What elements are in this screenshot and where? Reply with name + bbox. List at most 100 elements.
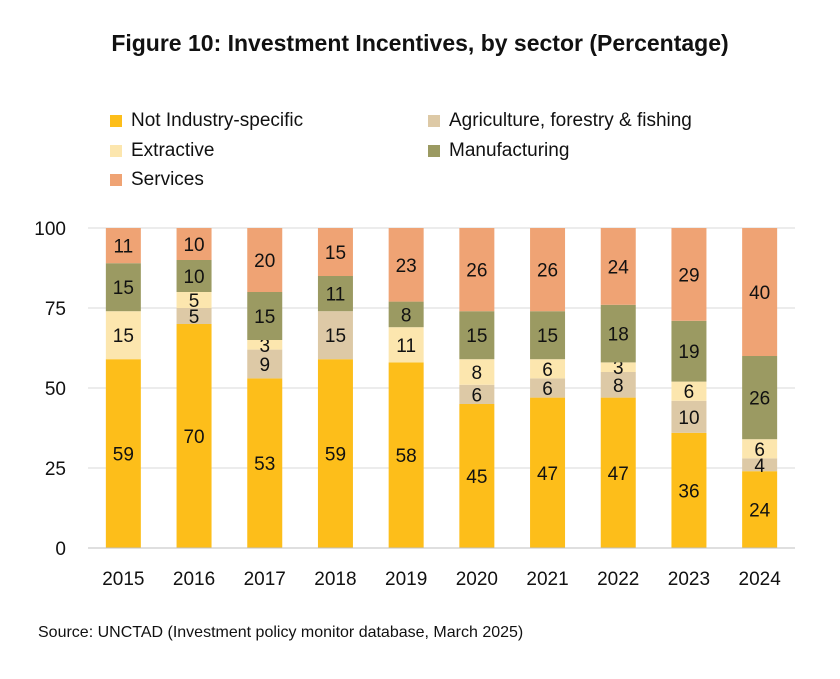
data-label: 8 bbox=[472, 363, 483, 384]
bar-segment bbox=[671, 432, 707, 548]
data-label: 5 bbox=[189, 291, 200, 312]
bar-segment bbox=[530, 359, 566, 379]
data-label: 53 bbox=[254, 454, 275, 475]
data-label: 23 bbox=[396, 256, 417, 277]
data-label: 47 bbox=[537, 464, 558, 485]
x-tick-label: 2016 bbox=[173, 569, 215, 590]
legend-label: Not Industry-specific bbox=[131, 110, 304, 131]
legend-swatch bbox=[428, 145, 440, 157]
data-label: 40 bbox=[749, 283, 770, 304]
data-label: 10 bbox=[183, 235, 204, 256]
bar-segment bbox=[459, 228, 495, 312]
data-label: 26 bbox=[537, 261, 558, 282]
bar-segment bbox=[176, 324, 212, 548]
bar-segment bbox=[105, 263, 141, 312]
data-label: 9 bbox=[259, 355, 270, 376]
y-tick-label: 0 bbox=[55, 539, 66, 560]
bar-segment bbox=[247, 292, 283, 340]
bar-segment bbox=[388, 301, 424, 328]
legend-label: Manufacturing bbox=[449, 140, 570, 161]
bar-segment bbox=[105, 359, 141, 548]
data-label: 70 bbox=[183, 427, 204, 448]
legend-item-manufacturing: Manufacturing bbox=[428, 140, 569, 162]
legend-item-agriculture: Agriculture, forestry & fishing bbox=[428, 110, 692, 132]
bar-segment bbox=[247, 349, 283, 379]
legend-swatch bbox=[110, 145, 122, 157]
bar-segment bbox=[600, 228, 636, 305]
bar-segment bbox=[317, 311, 353, 360]
legend-swatch bbox=[428, 115, 440, 127]
data-label: 3 bbox=[259, 336, 270, 357]
bar-segment bbox=[600, 362, 636, 372]
data-label: 59 bbox=[113, 445, 134, 466]
legend-label: Agriculture, forestry & fishing bbox=[449, 110, 692, 131]
legend-item-extractive: Extractive bbox=[110, 140, 214, 162]
data-label: 20 bbox=[254, 251, 275, 272]
data-label: 5 bbox=[189, 307, 200, 328]
bar-segment bbox=[671, 400, 707, 433]
bar-segment bbox=[600, 304, 636, 363]
data-label: 19 bbox=[678, 342, 699, 363]
bar-segment bbox=[317, 228, 353, 276]
data-label: 6 bbox=[542, 360, 553, 381]
bar-segment bbox=[742, 439, 778, 459]
data-label: 8 bbox=[401, 305, 412, 326]
data-label: 45 bbox=[466, 467, 487, 488]
chart-title: Figure 10: Investment Incentives, by sec… bbox=[111, 30, 729, 56]
y-tick-label: 75 bbox=[45, 299, 66, 320]
bar-segment bbox=[176, 292, 212, 308]
data-label: 15 bbox=[113, 326, 134, 347]
bar-segment bbox=[671, 228, 707, 321]
bar-segment bbox=[247, 378, 283, 548]
data-label: 36 bbox=[678, 481, 699, 502]
bar-segment bbox=[742, 458, 778, 472]
bar-segment bbox=[388, 228, 424, 302]
x-tick-label: 2017 bbox=[244, 569, 286, 590]
x-tick-label: 2022 bbox=[597, 569, 639, 590]
data-label: 58 bbox=[396, 446, 417, 467]
data-label: 6 bbox=[542, 379, 553, 400]
bar-segment bbox=[742, 228, 778, 356]
data-label: 15 bbox=[113, 278, 134, 299]
data-label: 15 bbox=[325, 326, 346, 347]
bar-segment bbox=[600, 372, 636, 398]
bar-segment bbox=[530, 228, 566, 312]
bar-segment bbox=[600, 397, 636, 548]
data-label: 15 bbox=[325, 243, 346, 264]
data-label: 3 bbox=[613, 358, 624, 379]
legend-swatch bbox=[110, 115, 122, 127]
bar-segment bbox=[247, 340, 283, 350]
bar-segment bbox=[671, 320, 707, 382]
data-label: 26 bbox=[466, 261, 487, 282]
data-label: 18 bbox=[608, 325, 629, 346]
bar-segment bbox=[105, 228, 141, 264]
bar-segment bbox=[176, 308, 212, 324]
data-label: 24 bbox=[749, 501, 771, 522]
data-label: 26 bbox=[749, 389, 770, 410]
x-tick-label: 2015 bbox=[102, 569, 144, 590]
data-label: 6 bbox=[754, 440, 765, 461]
bar-segment bbox=[176, 260, 212, 292]
bar-segment bbox=[530, 378, 566, 398]
x-tick-label: 2021 bbox=[526, 569, 568, 590]
bar-segment bbox=[742, 356, 778, 440]
bar-segment bbox=[317, 359, 353, 548]
data-label: 15 bbox=[537, 326, 558, 347]
bar-segment bbox=[671, 381, 707, 401]
data-label: 59 bbox=[325, 445, 346, 466]
bar-segment bbox=[388, 362, 424, 548]
bar-segment bbox=[388, 327, 424, 363]
x-tick-label: 2020 bbox=[456, 569, 498, 590]
bar-segment bbox=[530, 397, 566, 548]
bar-segment bbox=[459, 359, 495, 385]
y-tick-label: 25 bbox=[45, 459, 66, 480]
y-tick-label: 100 bbox=[34, 219, 66, 240]
bar-segment bbox=[317, 276, 353, 312]
data-label: 11 bbox=[326, 285, 346, 306]
data-label: 10 bbox=[678, 408, 699, 429]
legend-swatch bbox=[110, 174, 122, 186]
data-label: 24 bbox=[608, 257, 630, 278]
bar-segment bbox=[105, 311, 141, 360]
legend-item-services: Services bbox=[110, 169, 204, 191]
